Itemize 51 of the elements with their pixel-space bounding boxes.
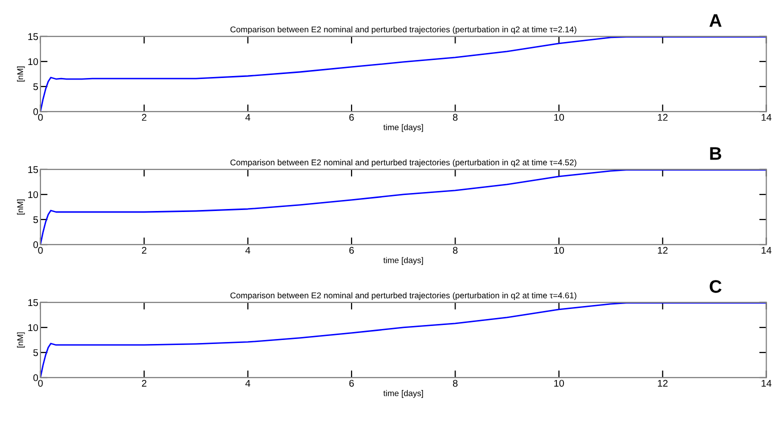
y-tick-label: 5 [33,349,38,356]
x-tick-label: 10 [554,380,564,387]
x-tick-label: 4 [245,246,250,254]
x-tick-label: 2 [142,114,146,121]
chart-title: Comparison between E2 nominal and perturbed trajectories (perturbation in q2 at time τ=4.52) [230,159,576,168]
y-axis-title: [nM] [17,66,25,82]
x-tick-label: 0 [38,114,43,121]
x-tick-label: 4 [245,380,250,387]
y-tick-label: 5 [33,216,38,224]
x-tick-label: 6 [349,246,354,254]
text: B [710,147,722,160]
y-tick-label: 10 [28,191,38,198]
x-tick-label: 8 [452,246,458,254]
x-tick-label: 12 [658,114,668,121]
x-tick-label: 0 [38,380,43,387]
x-tick-label: 8 [452,114,458,121]
y-tick-label: 10 [28,58,38,66]
x-tick-label: 10 [554,114,564,121]
y-axis-title: [nM] [17,332,25,348]
x-tick-label: 6 [349,380,354,387]
x-tick-label: 4 [245,114,250,121]
y-tick-label: 15 [28,299,38,306]
x-axis-title: time [days] [383,257,423,265]
x-tick-label: 8 [452,380,458,387]
x-tick-label: 6 [349,114,354,121]
y-tick-label: 15 [28,166,38,174]
y-tick-label: 15 [28,33,38,40]
chart-title: Comparison between E2 nominal and perturbed trajectories (perturbation in q2 at time τ=2.14) [230,26,576,34]
line-series [40,36,766,112]
x-tick-label: 14 [762,246,772,254]
x-tick-label: 0 [38,246,43,254]
chart-title: Comparison between E2 nominal and perturbed trajectories (perturbation in q2 at time τ=4.61) [230,292,576,300]
x-tick-label: 10 [554,246,564,254]
y-tick-label: 0 [33,108,38,116]
x-tick-label: 2 [142,246,146,254]
y-tick-label: 0 [33,241,38,248]
line-series [40,302,766,378]
y-axis-title: [nM] [17,199,25,214]
line-series [40,169,766,245]
x-axis-title: time [days] [383,124,423,132]
text: A [709,14,722,27]
x-tick-label: 14 [762,380,772,387]
x-tick-label: 14 [762,114,772,121]
x-tick-label: 12 [658,380,668,387]
x-tick-label: 2 [142,380,146,387]
y-tick-label: 0 [33,374,38,382]
x-axis-title: time [days] [383,390,423,398]
x-tick-label: 12 [658,246,668,254]
y-tick-label: 5 [33,83,38,90]
y-tick-label: 10 [28,324,38,332]
text: C [710,280,722,293]
